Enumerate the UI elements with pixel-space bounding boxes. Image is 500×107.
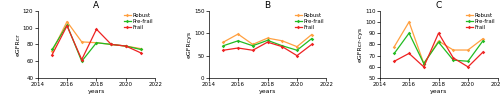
Title: A: A <box>94 1 100 10</box>
Robust <box>108 44 114 45</box>
Pre-frail <box>465 61 471 62</box>
Frail <box>279 46 285 47</box>
Frail <box>138 52 143 54</box>
Pre-frail <box>406 33 412 34</box>
Line: Robust: Robust <box>51 20 142 52</box>
Pre-frail <box>235 40 241 41</box>
Pre-frail <box>123 45 129 47</box>
X-axis label: years: years <box>259 89 276 94</box>
Legend: Robust, Pre-frail, Frail: Robust, Pre-frail, Frail <box>466 12 496 31</box>
Pre-frail <box>436 42 442 43</box>
Pre-frail <box>49 49 55 50</box>
Robust <box>49 51 55 52</box>
Frail <box>108 44 114 45</box>
Pre-frail <box>108 44 114 45</box>
Robust <box>450 49 456 51</box>
Frail <box>264 42 270 43</box>
Y-axis label: eGFRcr-cys: eGFRcr-cys <box>358 27 363 62</box>
Robust <box>138 48 143 49</box>
Y-axis label: eGFRcys: eGFRcys <box>187 31 192 58</box>
Robust <box>250 44 256 45</box>
Frail <box>436 33 442 34</box>
Robust <box>64 21 70 22</box>
Pre-frail <box>480 40 486 42</box>
Line: Pre-frail: Pre-frail <box>222 37 313 51</box>
Legend: Robust, Pre-frail, Frail: Robust, Pre-frail, Frail <box>123 12 154 31</box>
Legend: Robust, Pre-frail, Frail: Robust, Pre-frail, Frail <box>294 12 325 31</box>
Robust <box>421 63 427 64</box>
Pre-frail <box>308 38 314 39</box>
Frail <box>406 53 412 54</box>
Line: Frail: Frail <box>51 25 142 61</box>
Frail <box>94 29 100 30</box>
Frail <box>392 61 398 62</box>
Line: Frail: Frail <box>393 32 484 68</box>
Robust <box>235 33 241 35</box>
Robust <box>480 38 486 39</box>
Robust <box>436 40 442 42</box>
Y-axis label: eGFRcr: eGFRcr <box>16 33 21 56</box>
Frail <box>49 54 55 55</box>
Frail <box>123 45 129 47</box>
Pre-frail <box>138 49 143 50</box>
Robust <box>308 34 314 35</box>
Frail <box>64 25 70 27</box>
Pre-frail <box>78 61 84 62</box>
Pre-frail <box>64 24 70 26</box>
Pre-frail <box>294 50 300 51</box>
Frail <box>78 59 84 60</box>
Robust <box>392 46 398 47</box>
Robust <box>406 21 412 23</box>
Frail <box>294 55 300 56</box>
Line: Robust: Robust <box>393 21 484 65</box>
Pre-frail <box>450 59 456 61</box>
Robust <box>123 45 129 47</box>
Frail <box>220 50 226 51</box>
Pre-frail <box>279 45 285 46</box>
Robust <box>294 46 300 47</box>
X-axis label: years: years <box>88 89 105 94</box>
Frail <box>465 66 471 68</box>
Title: B: B <box>264 1 270 10</box>
Robust <box>220 42 226 43</box>
X-axis label: years: years <box>430 89 447 94</box>
Frail <box>480 52 486 53</box>
Pre-frail <box>421 63 427 64</box>
Line: Pre-frail: Pre-frail <box>393 32 484 65</box>
Frail <box>308 44 314 45</box>
Robust <box>465 49 471 51</box>
Robust <box>94 42 100 43</box>
Title: C: C <box>436 1 442 10</box>
Pre-frail <box>264 40 270 41</box>
Robust <box>264 37 270 39</box>
Frail <box>450 57 456 59</box>
Line: Pre-frail: Pre-frail <box>51 24 142 62</box>
Pre-frail <box>220 45 226 46</box>
Frail <box>250 50 256 51</box>
Pre-frail <box>392 53 398 54</box>
Robust <box>279 40 285 41</box>
Pre-frail <box>94 42 100 43</box>
Line: Robust: Robust <box>222 33 313 48</box>
Line: Frail: Frail <box>222 41 313 57</box>
Pre-frail <box>250 45 256 46</box>
Frail <box>235 47 241 49</box>
Frail <box>421 66 427 68</box>
Robust <box>78 41 84 42</box>
